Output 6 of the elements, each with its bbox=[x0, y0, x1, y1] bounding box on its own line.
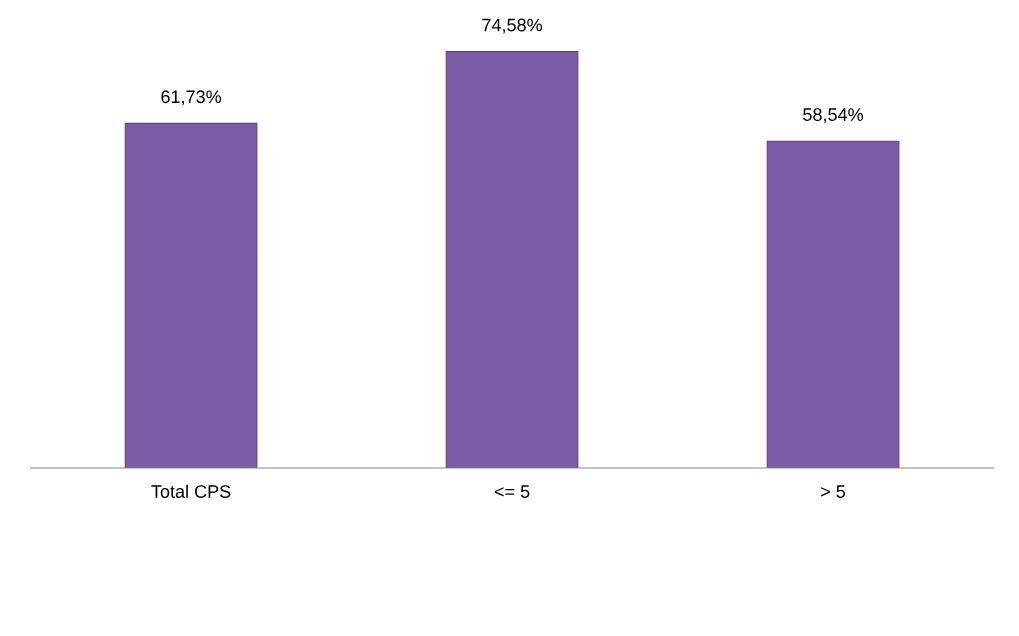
data-label: 61,73% bbox=[161, 90, 222, 106]
data-label: 58,54% bbox=[803, 108, 864, 124]
x-tick-label: > 5 bbox=[821, 485, 846, 498]
x-tick-label: <= 5 bbox=[494, 485, 530, 498]
x-tick-label: Total CPS bbox=[151, 484, 231, 498]
data-label: 74,58% bbox=[482, 18, 543, 34]
